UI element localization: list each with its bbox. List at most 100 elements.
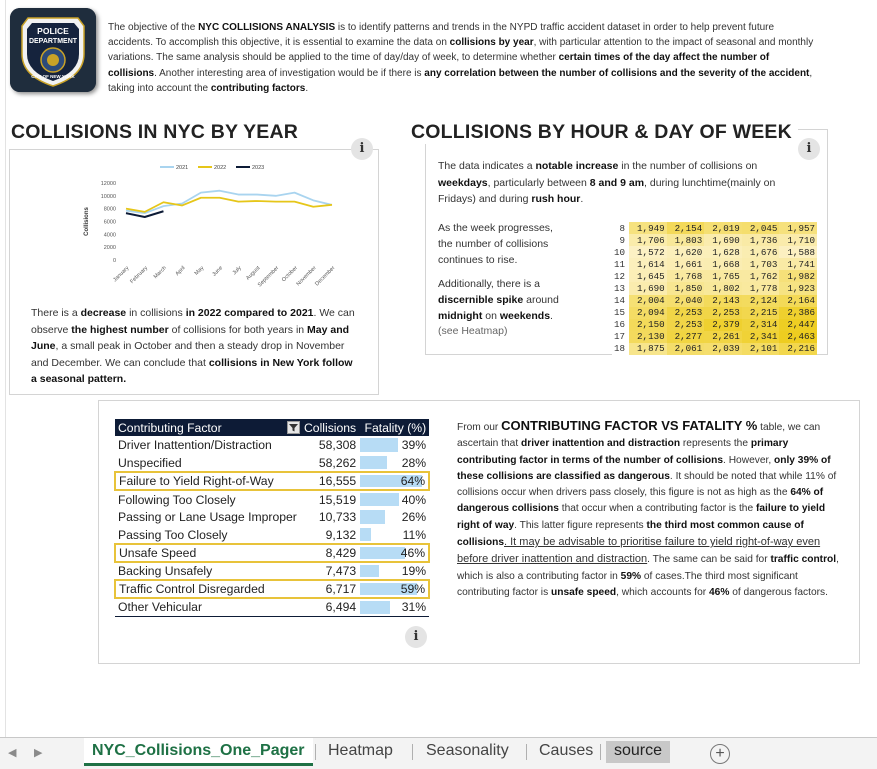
text-run: on — [482, 310, 500, 322]
heatmap-cell[interactable]: 2,040 — [666, 294, 705, 307]
heatmap-cell[interactable]: 2,164 — [779, 294, 817, 307]
heatmap-cell[interactable]: 2,314 — [741, 318, 780, 331]
heatmap-cell[interactable]: 1,645 — [629, 270, 667, 283]
factor-row[interactable]: Unsafe Speed 8,429 46% — [114, 543, 431, 563]
factor-row[interactable]: Driver Inattention/Distraction 58,308 39% — [115, 436, 429, 454]
heatmap-cell[interactable]: 2,341 — [741, 330, 780, 343]
heatmap-cell[interactable]: 2,004 — [629, 294, 667, 307]
heatmap-cell[interactable]: 2,101 — [741, 342, 780, 356]
heatmap-cell[interactable]: 1,661 — [666, 258, 705, 271]
heatmap-cell[interactable]: 1,850 — [666, 282, 705, 295]
tab-source[interactable]: source — [606, 741, 671, 763]
heatmap-cell[interactable]: 1,949 — [629, 222, 667, 235]
tab-scroll-prev-icon[interactable]: ◀ — [8, 747, 17, 759]
legend-label: 2023 — [252, 165, 264, 171]
heatmap-cell[interactable]: 1,803 — [666, 234, 705, 247]
heatmap-cell[interactable]: 2,253 — [666, 306, 705, 319]
heatmap-cell[interactable]: 2,216 — [779, 342, 817, 356]
factor-row[interactable]: Traffic Control Disregarded 6,717 59% — [114, 579, 431, 599]
text-run: midnight — [438, 310, 483, 322]
heatmap-cell[interactable]: 1,923 — [779, 282, 817, 295]
factor-row[interactable]: Other Vehicular 6,494 31% — [115, 598, 430, 617]
tab-heatmap[interactable]: Heatmap — [328, 742, 393, 759]
heatmap-cell[interactable]: 2,150 — [629, 318, 667, 331]
fatality-value: 28% — [401, 455, 427, 470]
factor-row[interactable]: Failure to Yield Right-of-Way 16,555 64% — [114, 471, 431, 491]
heatmap-cell[interactable]: 2,261 — [704, 330, 742, 343]
heatmap-cell[interactable]: 2,019 — [704, 222, 742, 235]
factor-name: Failure to Yield Right-of-Way — [114, 471, 301, 491]
heatmap-cell[interactable]: 1,614 — [629, 258, 667, 271]
factor-fatality: 26% — [359, 508, 429, 526]
text-run: . — [580, 193, 584, 205]
heatmap-cell[interactable]: 1,706 — [629, 234, 667, 247]
heatmap-cell[interactable]: 2,379 — [704, 318, 742, 331]
police-badge-icon: POLICE DEPARTMENT CITY OF NEW YORK — [10, 8, 96, 92]
heatmap-cell[interactable]: 1,628 — [704, 246, 742, 259]
factor-info-icon[interactable]: i — [405, 626, 427, 648]
heatmap-cell[interactable]: 1,572 — [629, 246, 667, 259]
heatmap-cell[interactable]: 2,386 — [779, 306, 817, 319]
heatmap-cell[interactable]: 2,277 — [666, 330, 705, 343]
tab-nyc-collisions-one-pager[interactable]: NYC_Collisions_One_Pager — [84, 738, 313, 766]
factor-row[interactable]: Following Too Closely 15,519 40% — [115, 490, 429, 508]
heatmap-cell[interactable]: 2,463 — [779, 330, 817, 343]
header-fatality[interactable]: Fatality (%) — [359, 419, 430, 436]
text-run: , during lunchtime(mainly on Fridays) an… — [438, 176, 776, 206]
fatality-value: 19% — [401, 564, 427, 578]
heatmap-cell[interactable]: 1,982 — [779, 270, 817, 283]
heatmap-cell[interactable]: 1,690 — [629, 282, 667, 295]
heatmap-row: 15 2,094 2,253 2,253 2,215 2,386 — [612, 306, 817, 319]
tab-seasonality[interactable]: Seasonality — [426, 742, 509, 759]
heatmap-cell[interactable]: 1,802 — [704, 282, 742, 295]
heatmap-cell[interactable]: 1,778 — [741, 282, 780, 295]
heatmap-cell[interactable]: 2,124 — [741, 294, 780, 307]
heatmap-cell[interactable]: 2,045 — [741, 222, 780, 235]
heatmap-cell[interactable]: 2,039 — [704, 342, 742, 356]
heatmap-cell[interactable]: 2,130 — [629, 330, 667, 343]
heatmap-cell[interactable]: 2,154 — [666, 222, 705, 235]
header-collisions[interactable]: Collisions — [301, 419, 360, 436]
factor-row[interactable]: Passing Too Closely 9,132 11% — [115, 526, 429, 544]
heatmap-cell[interactable]: 2,253 — [666, 318, 705, 331]
heatmap-cell[interactable]: 1,668 — [704, 258, 742, 271]
heatmap-cell[interactable]: 2,061 — [666, 342, 705, 356]
text-run: weekends — [499, 310, 551, 322]
factor-row[interactable]: Backing Unsafely 7,473 19% — [115, 562, 429, 580]
heatmap-cell[interactable]: 1,690 — [704, 234, 742, 247]
heatmap-cell[interactable]: 1,588 — [779, 246, 817, 259]
legend-label: 2022 — [214, 165, 226, 171]
heatmap-cell[interactable]: 2,143 — [704, 294, 742, 307]
heatmap-cell[interactable]: 2,215 — [741, 306, 780, 319]
heatmap-cell[interactable]: 1,620 — [666, 246, 705, 259]
heatmap-cell[interactable]: 2,253 — [704, 306, 742, 319]
heatmap-cell[interactable]: 1,703 — [741, 258, 780, 271]
heatmap-cell[interactable]: 1,676 — [741, 246, 780, 259]
factor-row[interactable]: Unspecified 58,262 28% — [115, 454, 429, 472]
heatmap-hour-label: 9 — [612, 234, 630, 247]
heatmap-cell[interactable]: 1,768 — [666, 270, 705, 283]
heatmap-cell[interactable]: 1,736 — [741, 234, 780, 247]
add-sheet-button[interactable]: + — [710, 744, 730, 764]
fatality-bar — [360, 528, 371, 541]
heatmap-cell[interactable]: 2,447 — [779, 318, 817, 331]
y-tick-label: 6000 — [104, 220, 116, 226]
heatmap-cell[interactable]: 1,741 — [779, 258, 817, 271]
x-tick-label: August — [245, 265, 262, 282]
heatmap-cell[interactable]: 1,765 — [704, 270, 742, 283]
heatmap-cell[interactable]: 1,957 — [779, 222, 817, 235]
heatmap-cell[interactable]: 1,875 — [629, 342, 667, 356]
hour-info-icon[interactable]: i — [798, 138, 820, 160]
filter-icon[interactable] — [287, 421, 300, 434]
tab-causes[interactable]: Causes — [539, 742, 594, 759]
heatmap-cell[interactable]: 2,094 — [629, 306, 667, 319]
heatmap-cell[interactable]: 1,762 — [741, 270, 780, 283]
factor-row[interactable]: Passing or Lane Usage Improper 10,733 26% — [115, 508, 429, 526]
year-info-icon[interactable]: i — [351, 138, 373, 160]
header-factor[interactable]: Contributing Factor — [115, 419, 287, 436]
filter-button[interactable] — [287, 419, 301, 436]
text-run: The data indicates a — [438, 160, 536, 172]
heatmap-cell[interactable]: 1,710 — [779, 234, 817, 247]
factor-summary-text: From our CONTRIBUTING FACTOR VS FATALITY… — [457, 418, 845, 601]
tab-scroll-next-icon[interactable]: ▶ — [34, 747, 43, 759]
